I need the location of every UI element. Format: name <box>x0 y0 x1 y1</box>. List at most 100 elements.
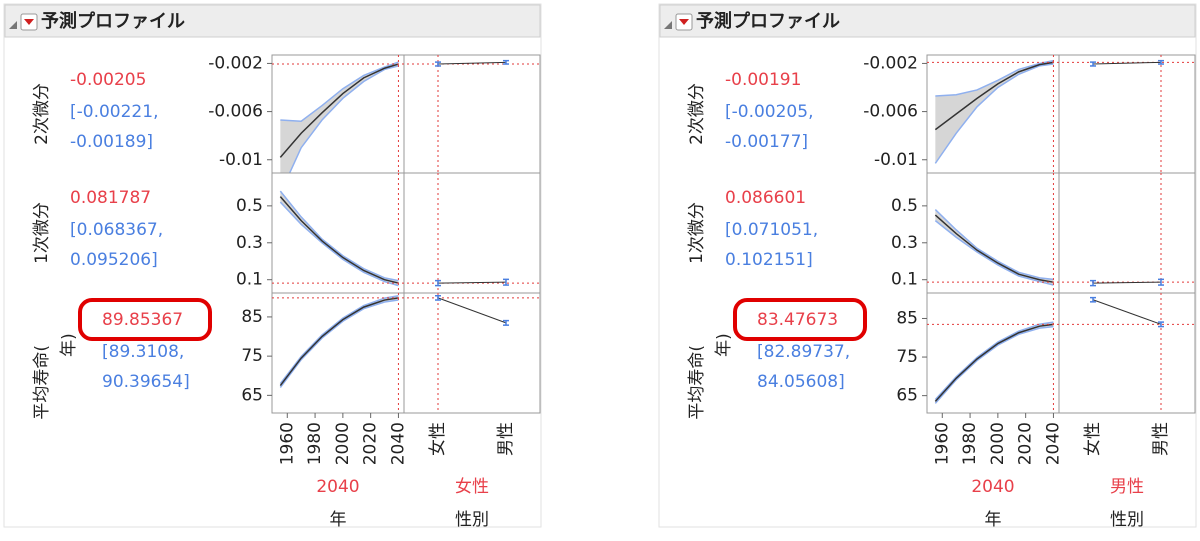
y-tick-label: 0.5 <box>891 196 918 216</box>
x-tick-label: 2020 <box>361 422 381 465</box>
current-value: 0.086601 <box>725 188 806 208</box>
year-plot <box>279 61 399 173</box>
current-value: 83.47673 <box>757 310 838 330</box>
confidence-bound <box>934 321 1054 401</box>
y-tick-label: -0.006 <box>208 102 263 122</box>
sex-axis-title: 性別 <box>1110 510 1144 530</box>
confidence-interval: 0.102151] <box>725 250 813 270</box>
response-label: 年) <box>714 333 734 357</box>
current-value: 89.85367 <box>102 310 183 330</box>
sex-category-label: 男性 <box>1151 422 1171 456</box>
y-tick-label: -0.01 <box>219 150 263 170</box>
y-tick-label: 0.3 <box>236 233 263 253</box>
confidence-bound <box>279 295 399 385</box>
plot-frame <box>403 172 541 294</box>
confidence-bound <box>280 61 399 122</box>
current-value: -0.00191 <box>725 70 801 90</box>
menu-arrow <box>24 19 34 25</box>
x-tick-label: 2040 <box>388 422 408 465</box>
y-tick-label: 75 <box>896 347 918 367</box>
response-label: 平均寿命( <box>32 345 52 420</box>
sex-category-label: 男性 <box>496 422 516 456</box>
confidence-interval: [82.89737, <box>757 342 850 362</box>
y-tick-label: -0.002 <box>863 53 918 73</box>
sex-line <box>1092 281 1162 284</box>
x-tick-label: 2000 <box>333 422 353 465</box>
plot-frame <box>1058 172 1196 294</box>
x-tick-label: 2040 <box>1043 422 1063 465</box>
sex-axis-title: 性別 <box>455 510 489 530</box>
y-tick-label: 75 <box>241 346 263 366</box>
confidence-bound <box>279 201 399 287</box>
current-x-label: 2040 <box>971 477 1014 497</box>
confidence-bound <box>934 63 1054 164</box>
confidence-bound <box>934 220 1054 286</box>
current-sex-label: 男性 <box>1110 477 1144 497</box>
highlight-box <box>78 298 212 341</box>
prediction-line <box>279 196 399 284</box>
response-label: 2次微分 <box>687 83 707 145</box>
x-tick-label: 1960 <box>932 422 952 465</box>
confidence-interval: -0.00189] <box>70 132 153 152</box>
x-tick-label: 1960 <box>277 422 297 465</box>
panel-header <box>4 4 541 38</box>
y-tick-label: 0.3 <box>891 233 918 253</box>
y-tick-label: -0.002 <box>208 53 263 73</box>
plot-frame <box>1058 54 1196 174</box>
sex-line <box>437 297 507 324</box>
y-tick-label: 65 <box>241 385 263 405</box>
year-plot <box>279 190 399 287</box>
panel-title: 予測プロファイル <box>41 10 185 32</box>
confidence-interval: -0.00177] <box>725 132 808 152</box>
prediction-line <box>279 63 399 158</box>
x-tick-label: 2020 <box>1016 422 1036 465</box>
prediction-line <box>934 214 1054 283</box>
plot-frame <box>926 172 1060 294</box>
x-tick-label: 1980 <box>305 422 325 465</box>
confidence-interval: [89.3108, <box>102 342 184 362</box>
confidence-interval: [0.068367, <box>70 220 163 240</box>
x-tick-label: 1980 <box>960 422 980 465</box>
year-plot <box>934 321 1054 404</box>
panel-frame <box>658 3 1197 528</box>
plot-frame <box>271 292 405 414</box>
x-axis-title: 年 <box>985 510 1002 530</box>
confidence-bound <box>935 59 1054 97</box>
confidence-bound <box>279 190 399 282</box>
year-plot <box>934 59 1054 164</box>
prediction-line <box>279 297 399 387</box>
plot-frame <box>271 172 405 294</box>
y-tick-label: 0.5 <box>236 196 263 216</box>
highlight-box <box>733 298 867 341</box>
response-label: 平均寿命( <box>687 345 707 420</box>
panel-frame <box>3 3 542 528</box>
plot-frame <box>403 54 541 174</box>
confidence-interval: [-0.00205, <box>725 102 813 122</box>
disclosure-icon <box>664 21 672 29</box>
year-plot <box>279 295 399 388</box>
y-tick-label: 85 <box>896 308 918 328</box>
y-tick-label: -0.01 <box>874 150 918 170</box>
response-label: 年) <box>59 333 79 357</box>
current-value: 0.081787 <box>70 188 151 208</box>
current-sex-label: 女性 <box>455 477 489 497</box>
sex-line <box>437 281 507 284</box>
current-value: -0.00205 <box>70 70 146 90</box>
confidence-bound <box>934 209 1054 281</box>
menu-arrow <box>679 19 689 25</box>
confidence-interval: [-0.00221, <box>70 102 158 122</box>
plot-frame <box>403 292 541 414</box>
confidence-bound <box>288 65 399 173</box>
y-tick-label: 0.1 <box>891 270 918 290</box>
response-label: 2次微分 <box>32 83 52 145</box>
sex-line <box>437 61 507 65</box>
confidence-band <box>280 62 399 173</box>
sex-line <box>1092 61 1162 65</box>
response-label: 1次微分 <box>687 202 707 264</box>
y-tick-label: 0.1 <box>236 270 263 290</box>
y-tick-label: 65 <box>896 386 918 406</box>
sex-category-label: 女性 <box>1083 422 1103 456</box>
panel-header <box>659 4 1196 38</box>
confidence-bound <box>279 299 399 388</box>
